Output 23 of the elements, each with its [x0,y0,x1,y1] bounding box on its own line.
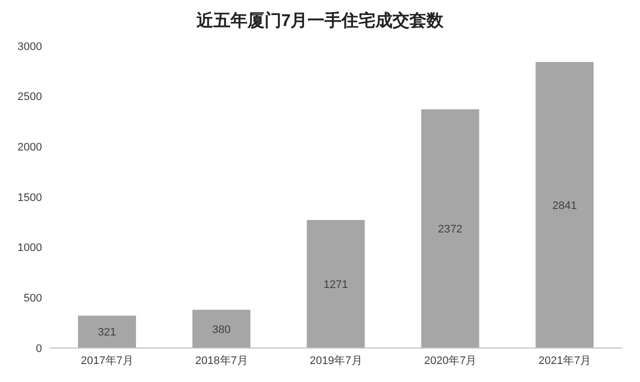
data-label: 2841 [552,200,577,212]
x-tick-label: 2020年7月 [424,354,477,367]
data-label: 321 [98,326,116,339]
data-label: 380 [212,324,231,336]
y-tick-label: 1000 [18,242,42,254]
y-tick-label: 1500 [18,192,42,204]
y-tick-label: 2500 [18,91,42,104]
x-tick-label: 2017年7月 [80,354,134,367]
y-tick-label: 2000 [18,142,42,154]
data-label: 2372 [438,224,462,236]
chart-title: 近五年厦门7月一手住宅成交套数 [195,10,445,32]
y-tick-label: 500 [24,292,42,305]
x-tick-label: 2019年7月 [310,354,362,367]
y-tick-label: 0 [36,342,42,355]
bar [78,316,136,348]
bar [421,109,480,348]
x-tick-label: 2021年7月 [538,354,592,367]
x-tick-label: 2018年7月 [195,354,248,367]
y-tick-label: 3000 [18,40,42,53]
bar [306,220,365,348]
data-label: 1271 [324,278,348,291]
bar [536,62,594,348]
bar [192,310,250,348]
